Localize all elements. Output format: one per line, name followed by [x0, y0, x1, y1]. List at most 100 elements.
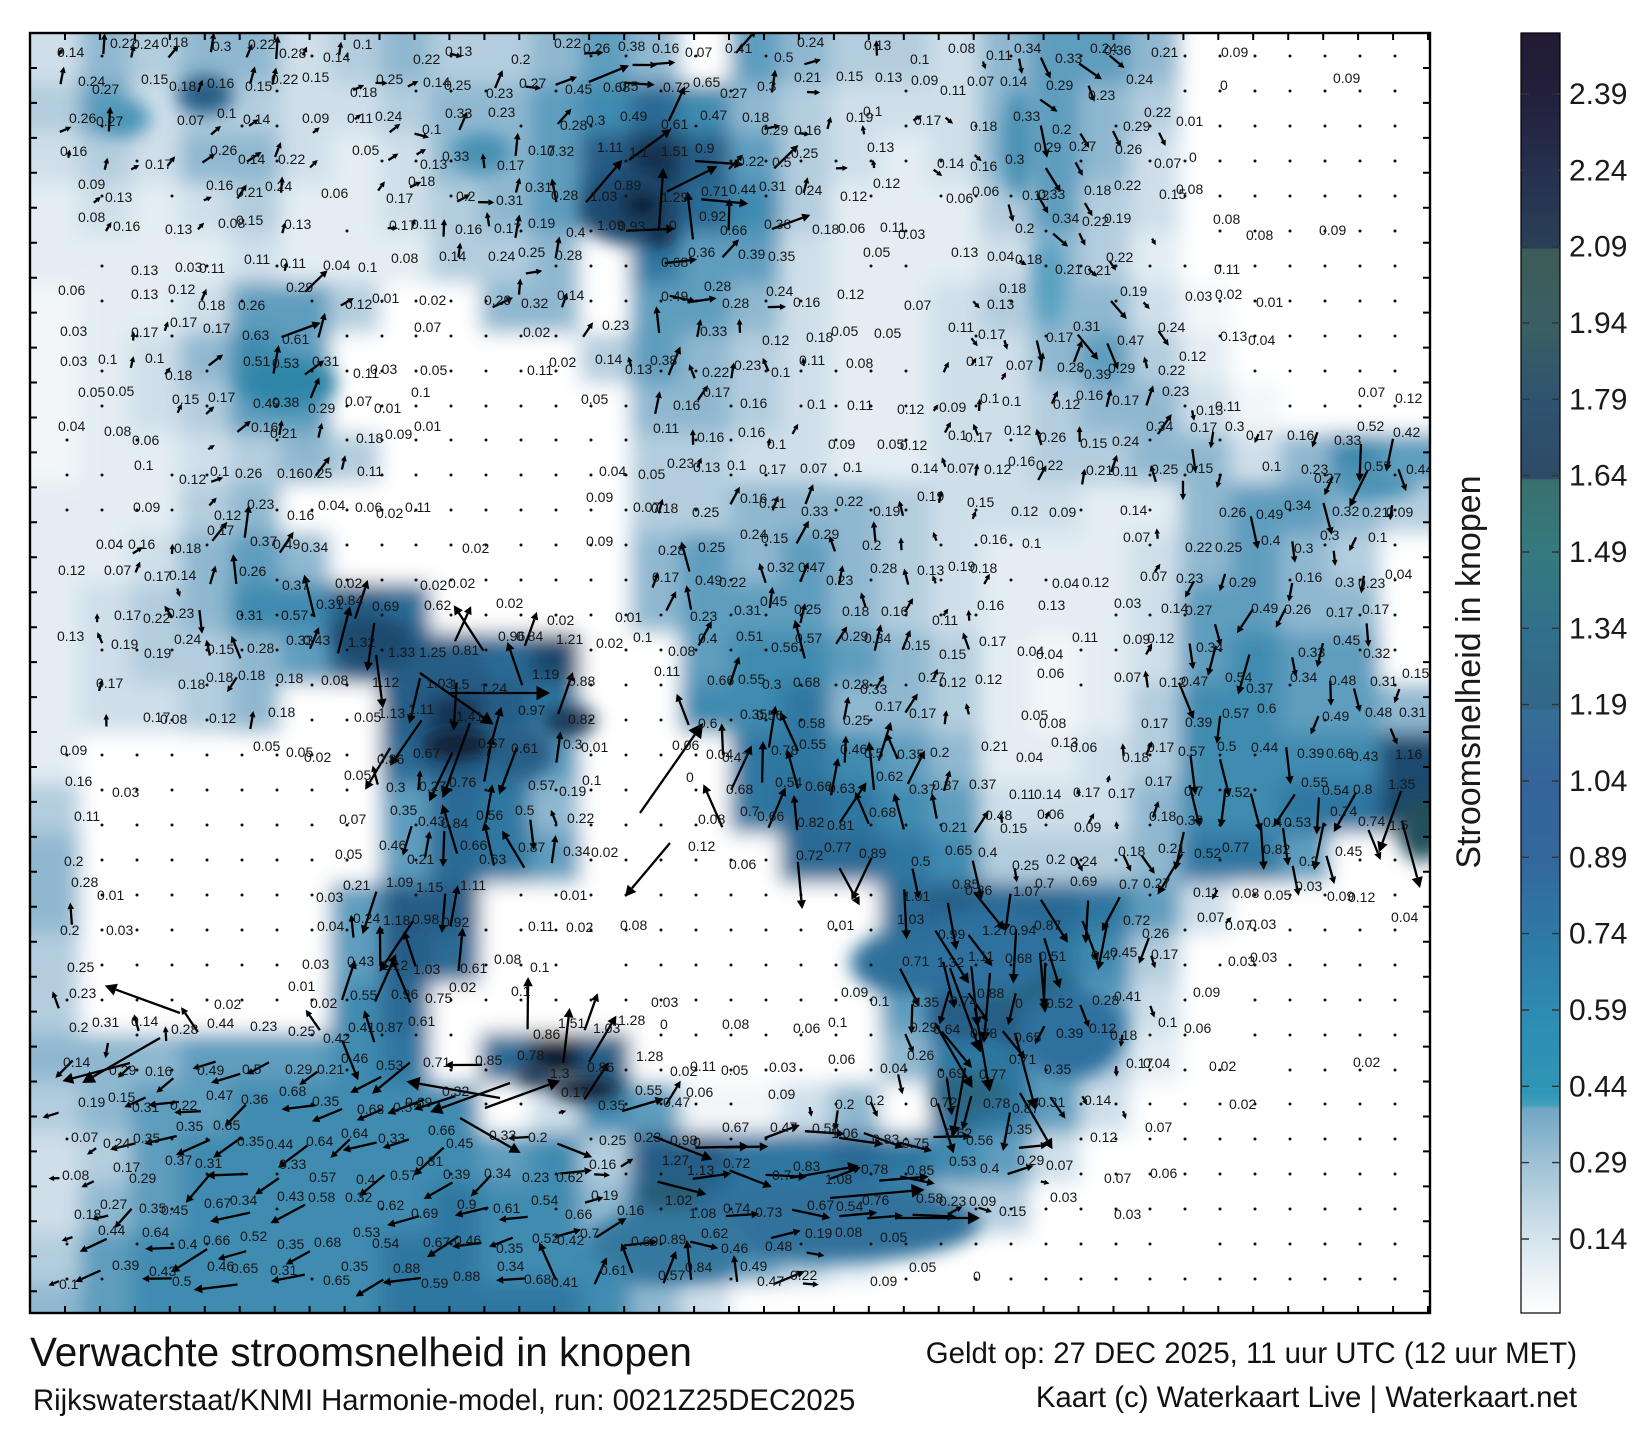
svg-text:0.09: 0.09 — [969, 1193, 996, 1209]
svg-text:0.1: 0.1 — [134, 457, 154, 473]
svg-text:0.39: 0.39 — [738, 246, 765, 262]
svg-text:0.28: 0.28 — [1057, 359, 1084, 375]
svg-text:0.22: 0.22 — [790, 1267, 817, 1283]
svg-text:0.02: 0.02 — [1229, 1096, 1256, 1112]
svg-text:0.06: 0.06 — [321, 185, 348, 201]
svg-text:0.06: 0.06 — [1070, 739, 1097, 755]
svg-text:0.2: 0.2 — [1015, 220, 1035, 236]
svg-text:0.15: 0.15 — [207, 641, 234, 657]
svg-text:0.29: 0.29 — [1017, 1152, 1044, 1168]
svg-text:0.44: 0.44 — [266, 1136, 293, 1152]
svg-text:0.18: 0.18 — [842, 603, 869, 619]
svg-text:0.18: 0.18 — [651, 500, 678, 516]
svg-text:0.17: 0.17 — [909, 705, 936, 721]
svg-text:0.76: 0.76 — [862, 1192, 889, 1208]
svg-text:0.09: 0.09 — [911, 72, 938, 88]
svg-text:0.13: 0.13 — [57, 628, 84, 644]
svg-text:0.22: 0.22 — [413, 51, 440, 67]
svg-text:0.12: 0.12 — [975, 671, 1002, 687]
svg-text:0.28: 0.28 — [279, 45, 306, 61]
svg-text:0.55: 0.55 — [635, 1082, 662, 1098]
svg-text:0.12: 0.12 — [1090, 1129, 1117, 1145]
svg-text:0.08: 0.08 — [78, 209, 105, 225]
svg-text:0.6: 0.6 — [698, 715, 718, 731]
svg-text:1.49: 1.49 — [1569, 536, 1627, 569]
svg-text:0.13: 0.13 — [951, 244, 978, 260]
svg-text:0.28: 0.28 — [555, 247, 582, 263]
svg-text:0.11: 0.11 — [199, 260, 225, 276]
svg-text:0.22: 0.22 — [702, 364, 729, 380]
svg-text:0.15: 0.15 — [836, 68, 863, 84]
svg-text:0.16: 0.16 — [589, 1156, 616, 1172]
svg-text:0.33: 0.33 — [1298, 644, 1325, 660]
svg-text:0.2: 0.2 — [528, 1129, 548, 1145]
svg-text:0.62: 0.62 — [556, 1169, 583, 1185]
svg-text:0.17: 0.17 — [170, 314, 197, 330]
svg-text:0.2: 0.2 — [1299, 853, 1319, 869]
svg-text:0.39: 0.39 — [1297, 745, 1324, 761]
svg-text:0.16: 0.16 — [113, 218, 140, 234]
svg-text:0.05: 0.05 — [344, 767, 371, 783]
svg-text:0.12: 0.12 — [897, 401, 924, 417]
svg-text:0.02: 0.02 — [214, 996, 241, 1012]
svg-text:0.12: 0.12 — [1147, 630, 1174, 646]
svg-text:0.62: 0.62 — [377, 1197, 404, 1213]
svg-text:1.12: 1.12 — [372, 674, 399, 690]
svg-text:0.16: 0.16 — [980, 531, 1007, 547]
svg-text:0.08: 0.08 — [846, 355, 873, 371]
svg-text:0.54: 0.54 — [531, 1192, 558, 1208]
svg-text:0.64: 0.64 — [933, 1021, 960, 1037]
svg-text:0.82: 0.82 — [797, 814, 824, 830]
svg-text:0.24: 0.24 — [1112, 433, 1139, 449]
svg-text:2.09: 2.09 — [1569, 231, 1627, 264]
svg-text:0.98: 0.98 — [412, 911, 439, 927]
svg-text:0.17: 0.17 — [966, 353, 993, 369]
svg-text:0.24: 0.24 — [375, 108, 402, 124]
svg-text:0.17: 0.17 — [1112, 392, 1139, 408]
svg-text:Stroomsnelheid in knopen: Stroomsnelheid in knopen — [1450, 475, 1488, 868]
svg-text:0.11: 0.11 — [1214, 261, 1240, 277]
svg-text:0.78: 0.78 — [970, 1025, 997, 1041]
svg-text:0.87: 0.87 — [1012, 1100, 1039, 1116]
svg-text:0.22: 0.22 — [1158, 362, 1185, 378]
svg-text:0.16: 0.16 — [740, 395, 767, 411]
svg-text:0.09: 0.09 — [768, 1086, 795, 1102]
svg-text:0.23: 0.23 — [734, 357, 761, 373]
svg-text:0.7: 0.7 — [1035, 875, 1055, 891]
svg-text:0.08: 0.08 — [391, 250, 418, 266]
svg-text:0.17: 0.17 — [1141, 715, 1168, 731]
svg-text:0.45: 0.45 — [161, 1202, 188, 1218]
svg-text:0.41: 0.41 — [348, 1019, 375, 1035]
svg-text:1.11: 1.11 — [460, 877, 486, 893]
svg-text:0.33: 0.33 — [1038, 186, 1065, 202]
svg-text:0.37: 0.37 — [932, 777, 959, 793]
svg-text:0.33: 0.33 — [1013, 108, 1040, 124]
svg-text:0.32: 0.32 — [345, 1189, 372, 1205]
svg-text:0.49: 0.49 — [620, 108, 647, 124]
svg-text:2.24: 2.24 — [1569, 154, 1627, 187]
svg-text:0.05: 0.05 — [638, 466, 665, 482]
svg-text:0.23: 0.23 — [1358, 575, 1385, 591]
svg-text:0.48: 0.48 — [1329, 672, 1356, 688]
svg-text:0.09: 0.09 — [586, 533, 613, 549]
svg-text:0.16: 0.16 — [206, 177, 233, 193]
svg-text:0.18: 0.18 — [1118, 843, 1145, 859]
svg-text:0.21: 0.21 — [1086, 462, 1113, 478]
svg-text:1.25: 1.25 — [419, 644, 446, 660]
svg-text:0.25: 0.25 — [518, 244, 545, 260]
svg-text:0.06: 0.06 — [132, 432, 159, 448]
svg-text:0.36: 0.36 — [688, 244, 715, 260]
svg-text:0.24: 0.24 — [265, 178, 292, 194]
svg-text:0.26: 0.26 — [239, 563, 266, 579]
svg-text:0.65: 0.65 — [213, 1117, 240, 1133]
svg-text:0.33: 0.33 — [801, 503, 828, 519]
svg-text:0.27: 0.27 — [419, 778, 446, 794]
svg-text:0.71: 0.71 — [1009, 1051, 1036, 1067]
svg-text:0.16: 0.16 — [128, 536, 155, 552]
svg-text:0.1: 0.1 — [1262, 458, 1282, 474]
svg-text:0.08: 0.08 — [835, 1224, 862, 1240]
svg-text:0.06: 0.06 — [1037, 665, 1064, 681]
svg-text:0.19: 0.19 — [144, 645, 171, 661]
svg-text:0.07: 0.07 — [800, 460, 827, 476]
svg-text:0.66: 0.66 — [720, 222, 747, 238]
